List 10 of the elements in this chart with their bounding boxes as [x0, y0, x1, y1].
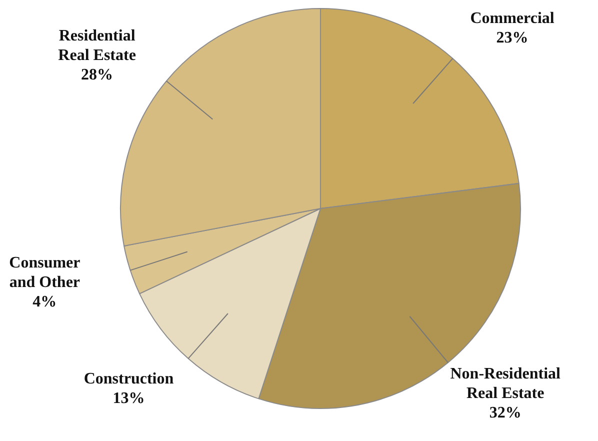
- slice-label: Non-Residential Real Estate: [450, 365, 562, 402]
- slice-label: Construction: [84, 370, 174, 388]
- slice-label: Residential Real Estate: [58, 27, 136, 64]
- data-label: 4%: [32, 294, 57, 311]
- data-label: 13%: [112, 390, 145, 407]
- slice-label: Commercial: [470, 10, 555, 28]
- data-label: 28%: [81, 66, 114, 84]
- data-label: 23%: [496, 30, 528, 47]
- data-label: 32%: [489, 404, 522, 422]
- slice-label: Consumer and Other: [9, 254, 80, 292]
